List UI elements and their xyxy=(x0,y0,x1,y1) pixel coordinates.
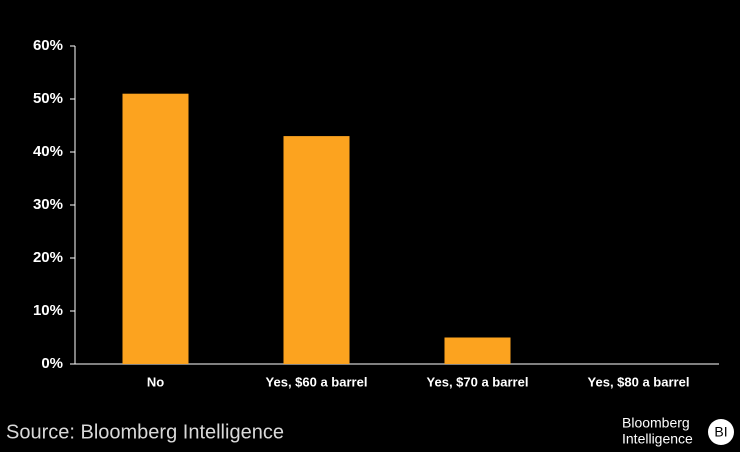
logo-line1: Bloomberg xyxy=(622,415,690,431)
x-tick-label: Yes, $60 a barrel xyxy=(266,374,368,389)
y-tick-label: 50% xyxy=(33,90,63,107)
y-tick-label: 10% xyxy=(33,302,63,319)
bar xyxy=(283,136,350,364)
logo-line2: Intelligence xyxy=(622,431,693,447)
y-tick-label: 0% xyxy=(41,355,63,372)
x-tick-label: Yes, $70 a barrel xyxy=(427,374,529,389)
x-tick-label: Yes, $80 a barrel xyxy=(588,374,690,389)
logo-badge: BI xyxy=(714,424,727,440)
bar xyxy=(444,337,511,364)
x-tick-label: No xyxy=(147,374,164,389)
y-tick-label: 20% xyxy=(33,249,63,266)
y-tick-label: 40% xyxy=(33,143,63,160)
source: Source: Bloomberg Intelligence xyxy=(6,421,284,443)
bar xyxy=(122,93,189,364)
y-tick-label: 30% xyxy=(33,196,63,213)
y-tick-label: 60% xyxy=(33,37,63,54)
logo-badge-circle xyxy=(708,419,734,445)
